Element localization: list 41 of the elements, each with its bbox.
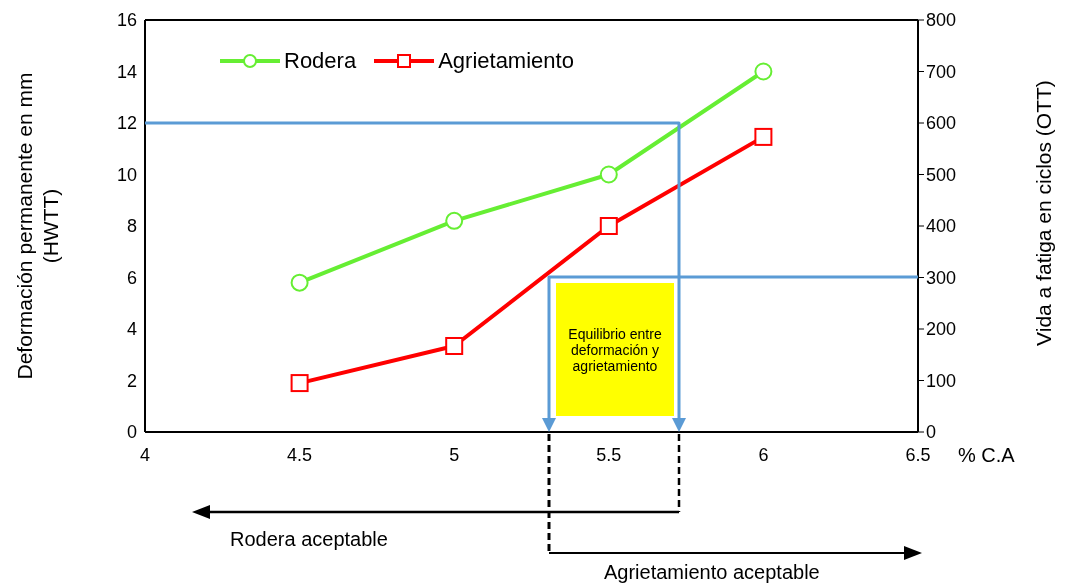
y2-tick-label: 600 bbox=[926, 113, 957, 134]
point bbox=[445, 211, 464, 230]
y2-axis-title: Vida a fatiga en ciclos (OTT) bbox=[1031, 79, 1056, 348]
point bbox=[445, 337, 464, 355]
legend-label: Rodera bbox=[284, 48, 357, 74]
text: Agrietamiento aceptable bbox=[604, 560, 820, 584]
y-tick-label: 4 bbox=[126, 319, 137, 340]
x-tick-label: 4.5 bbox=[287, 444, 313, 465]
x-axis-title: % C.A bbox=[958, 444, 1015, 467]
annotation: Equilibrio entre deformación y agrietamiento bbox=[567, 325, 663, 374]
y-tick-label: 16 bbox=[116, 10, 137, 31]
legend-label: Agrietamiento bbox=[438, 48, 574, 74]
y2-tick-label: 800 bbox=[926, 10, 957, 31]
y-tick-label: 2 bbox=[126, 370, 137, 391]
y-tick-label: 0 bbox=[126, 422, 137, 443]
y-tick-label: 14 bbox=[116, 61, 137, 82]
y2-tick-label: 700 bbox=[926, 61, 957, 82]
y2-tick-label: 200 bbox=[926, 319, 957, 340]
y-tick-label: 12 bbox=[116, 113, 137, 134]
point bbox=[599, 165, 618, 184]
y2-tick-label: 500 bbox=[926, 164, 957, 185]
x-tick-label: 6.5 bbox=[905, 444, 931, 465]
y2-tick-label: 400 bbox=[926, 216, 957, 237]
y-tick-label: 6 bbox=[126, 267, 137, 288]
point bbox=[599, 217, 618, 235]
text: Rodera aceptable bbox=[230, 528, 388, 551]
x-tick-label: 5 bbox=[449, 444, 460, 465]
point bbox=[290, 374, 309, 393]
y-tick-label: 8 bbox=[126, 216, 137, 237]
point bbox=[754, 62, 773, 81]
y2-tick-label: 300 bbox=[926, 267, 957, 288]
y-tick-label: 10 bbox=[116, 164, 137, 185]
y2-tick-label: 0 bbox=[926, 422, 937, 443]
x-tick-label: 5.5 bbox=[596, 444, 622, 465]
y2-tick-label: 100 bbox=[926, 370, 957, 391]
x-tick-label: 6 bbox=[758, 444, 769, 465]
note-box: Equilibrio entre deformación y agrietamiento bbox=[556, 283, 674, 416]
point bbox=[290, 273, 309, 292]
point bbox=[754, 127, 773, 146]
y-axis-title: Deformación permanente en mm (HWTT) bbox=[12, 71, 63, 382]
x-tick-label: 4 bbox=[139, 444, 151, 465]
